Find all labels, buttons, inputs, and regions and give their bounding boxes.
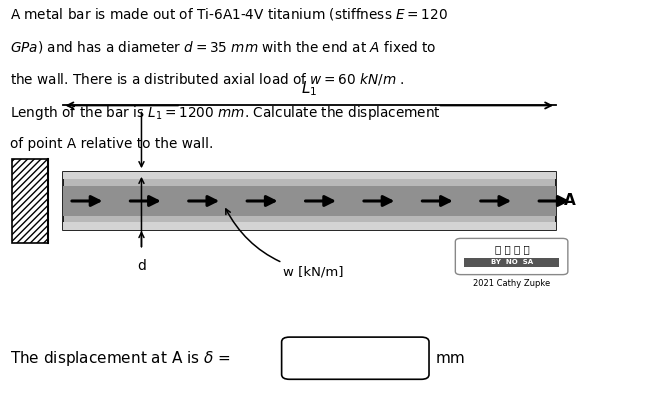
Text: w [kN/m]: w [kN/m] (226, 209, 343, 279)
Text: $GPa$) and has a diameter $d = 35$ $mm$ with the end at $A$ fixed to: $GPa$) and has a diameter $d = 35$ $mm$ … (10, 39, 436, 55)
Text: A: A (564, 193, 576, 209)
Text: d: d (137, 259, 146, 273)
Bar (63, 222, 556, 230)
Bar (63, 172, 556, 230)
Bar (12, 159, 48, 243)
Bar (12, 159, 48, 243)
Bar (63, 172, 556, 179)
Text: A metal bar is made out of Ti-6A1-4V titanium (stiffness $E = 120$: A metal bar is made out of Ti-6A1-4V tit… (10, 6, 447, 22)
Text: mm: mm (436, 351, 465, 366)
Text: $L_1$: $L_1$ (301, 80, 317, 98)
Text: Length of the bar is $L_1 = 1200$ $mm$. Calculate the displacement: Length of the bar is $L_1 = 1200$ $mm$. … (10, 104, 441, 122)
Text: the wall. There is a distributed axial load of $w = 60$ $kN/m$ .: the wall. There is a distributed axial l… (10, 71, 405, 87)
Text: 2021 Cathy Zupke: 2021 Cathy Zupke (473, 279, 551, 289)
Text: BY  NO  SA: BY NO SA (491, 259, 533, 265)
Text: of point A relative to the wall.: of point A relative to the wall. (10, 137, 213, 150)
Text: Ⓒ ⓘ ⓢ ⓪: Ⓒ ⓘ ⓢ ⓪ (495, 244, 529, 255)
Text: The displacement at A is $\delta$ =: The displacement at A is $\delta$ = (10, 349, 230, 368)
Bar (464, 258, 559, 267)
FancyBboxPatch shape (282, 337, 429, 379)
FancyBboxPatch shape (455, 238, 568, 275)
Bar (63, 186, 556, 216)
